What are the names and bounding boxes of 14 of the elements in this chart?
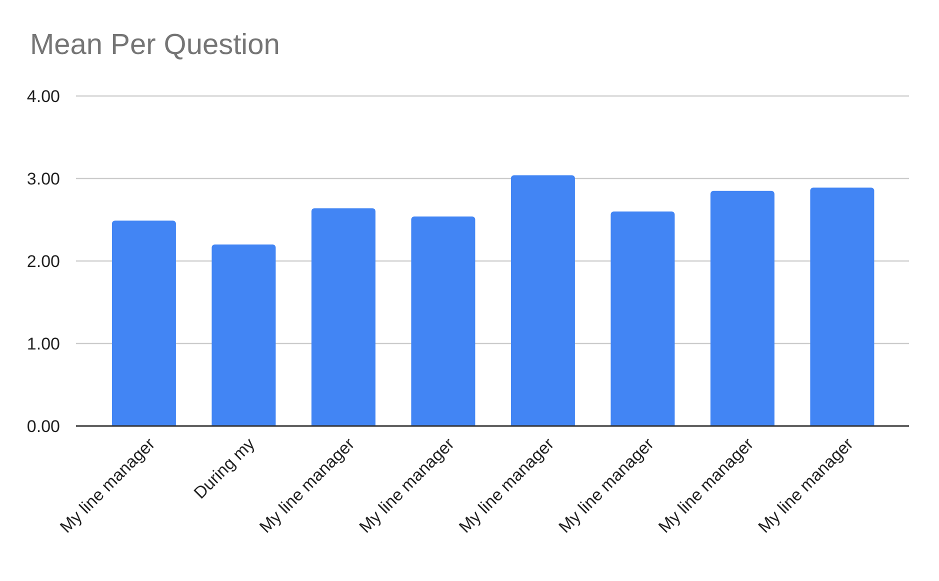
bar bbox=[710, 190, 774, 426]
bar bbox=[610, 212, 675, 426]
bar bbox=[212, 244, 276, 426]
bar bbox=[311, 208, 376, 426]
chart-title: Mean Per Question bbox=[30, 28, 280, 63]
bar bbox=[510, 175, 575, 426]
y-tick-label: 1.00 bbox=[26, 334, 60, 354]
y-tick-label: 3.00 bbox=[26, 170, 60, 189]
y-tick-label: 0.00 bbox=[26, 417, 60, 436]
bar bbox=[411, 216, 476, 426]
bar bbox=[112, 220, 176, 426]
bar bbox=[810, 188, 874, 426]
y-tick-label: 4.00 bbox=[26, 87, 60, 106]
y-tick-label: 2.00 bbox=[26, 252, 60, 272]
